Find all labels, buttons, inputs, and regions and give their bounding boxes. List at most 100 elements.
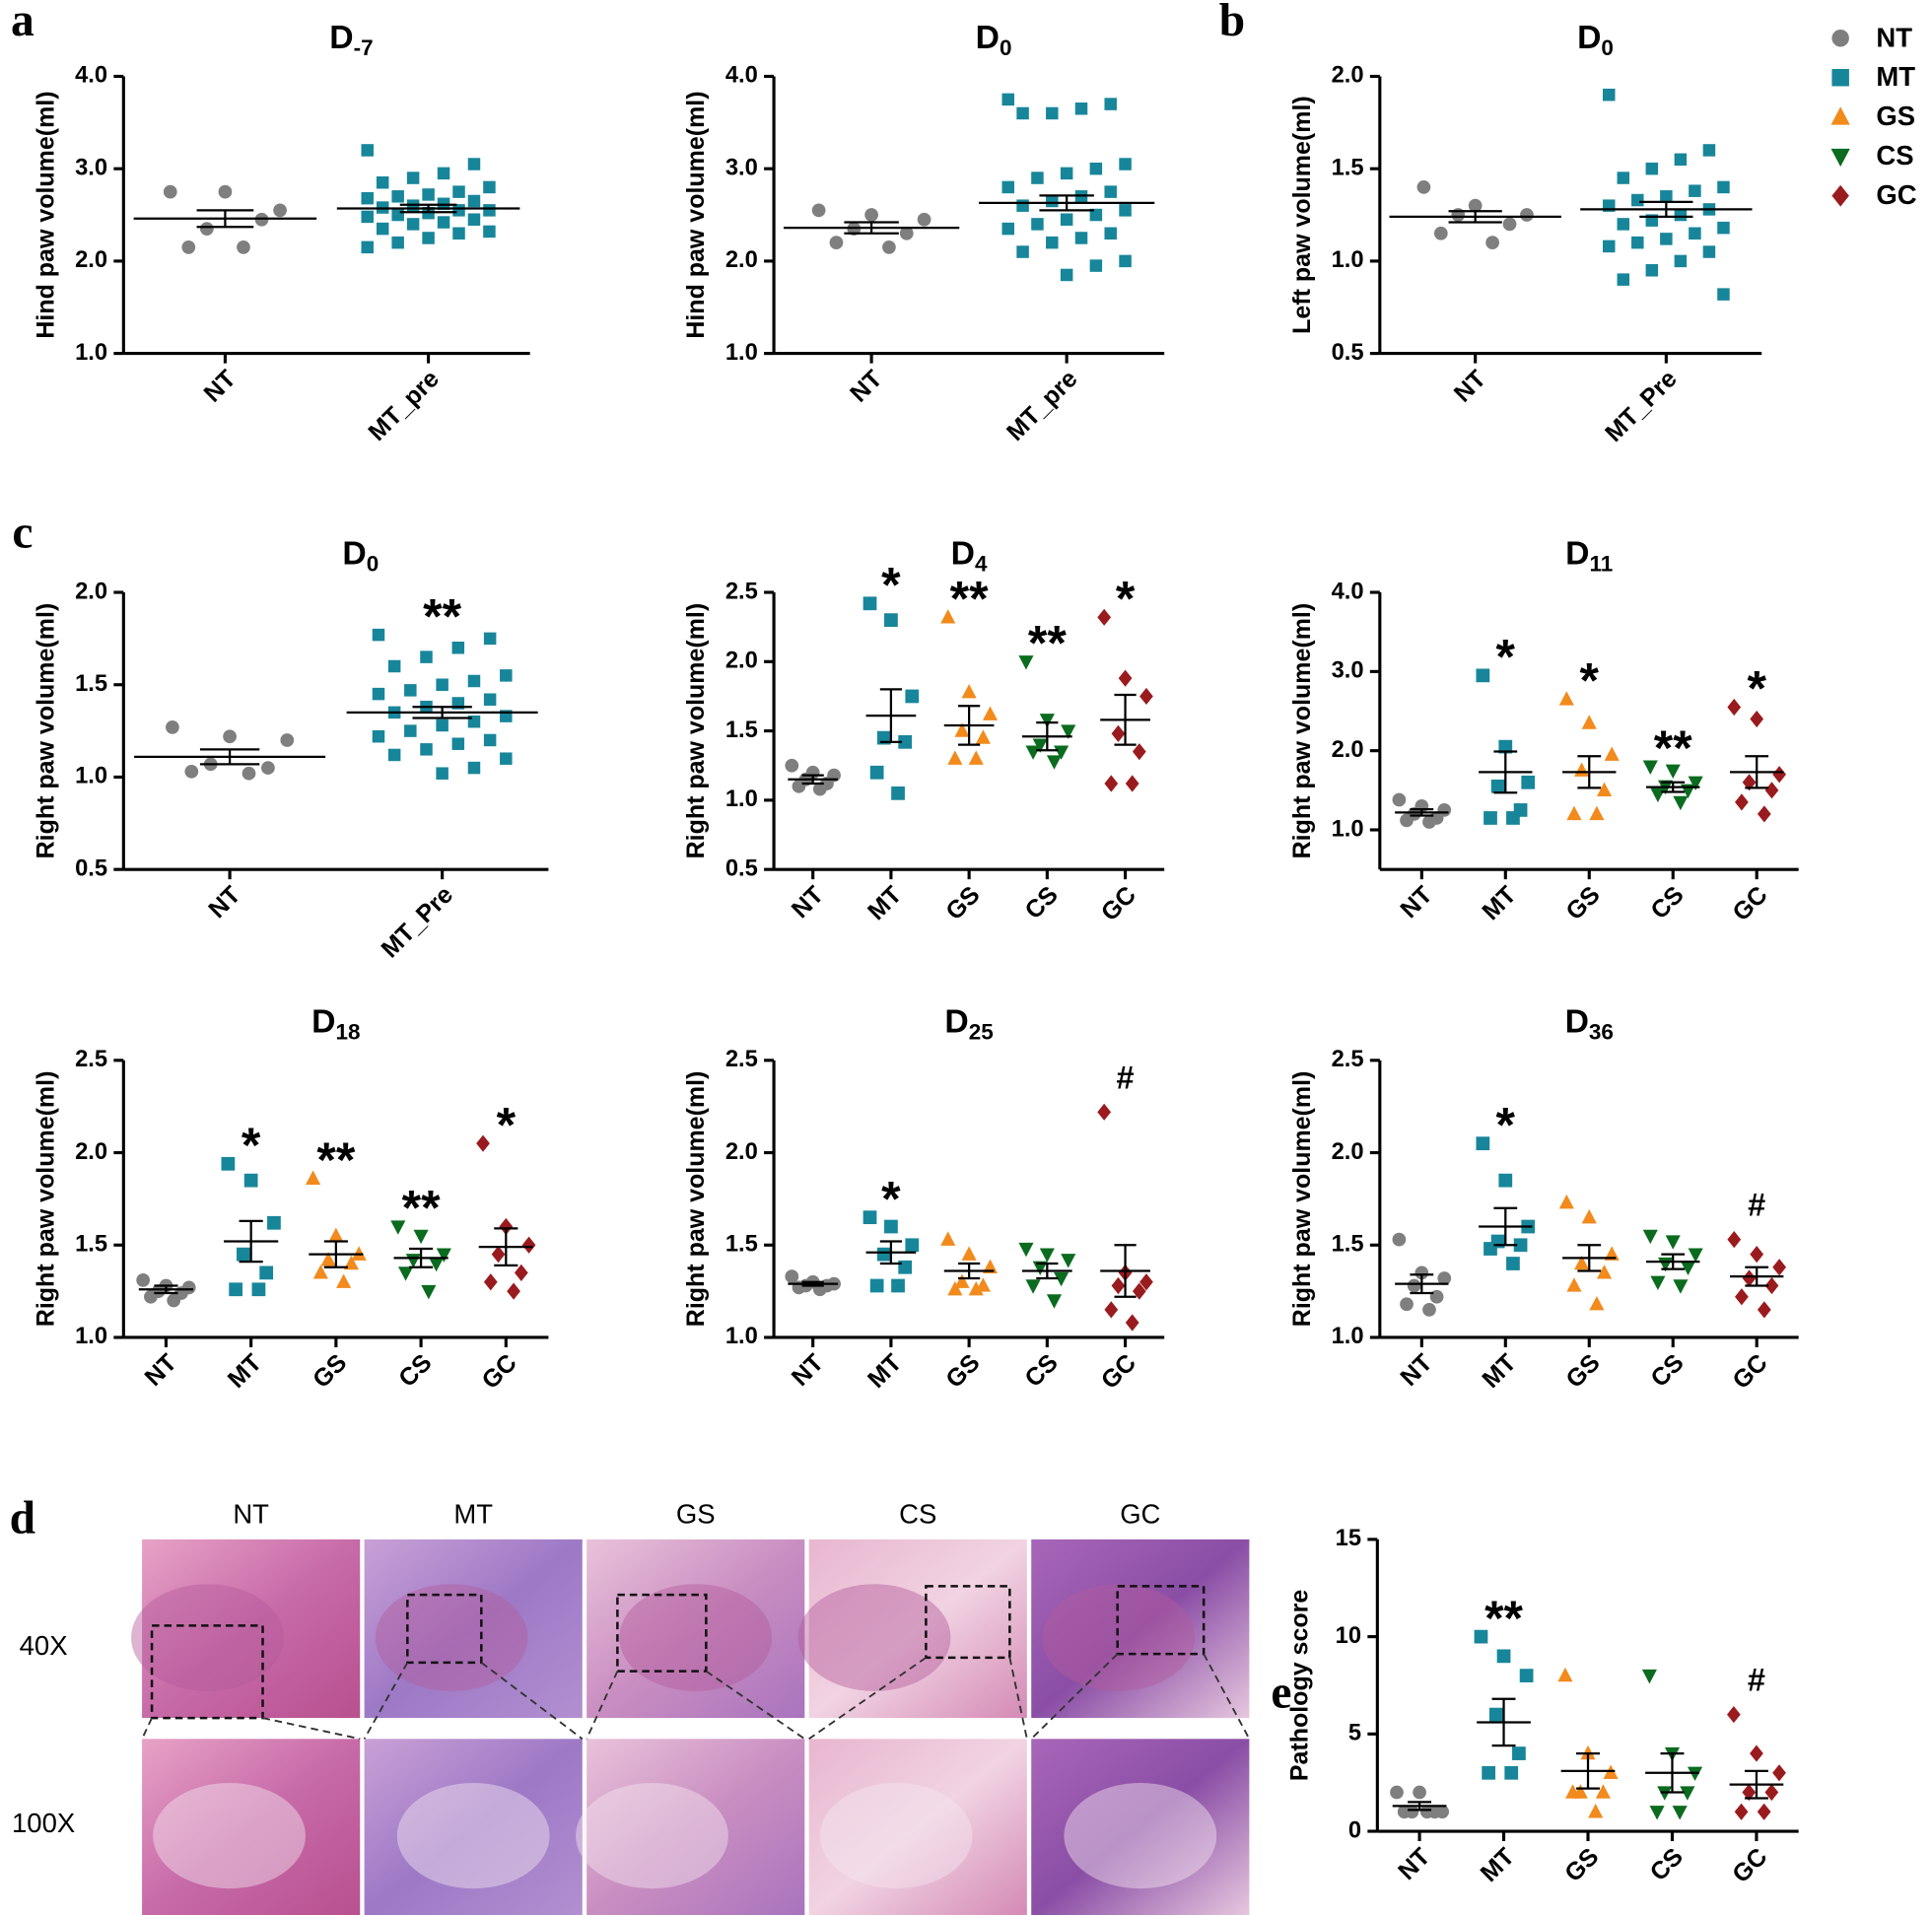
data-point xyxy=(1617,273,1630,286)
data-point xyxy=(1422,815,1436,829)
y-tick-label: 1.5 xyxy=(725,1232,758,1258)
panel-label: e xyxy=(1271,1668,1291,1719)
data-point xyxy=(1650,1275,1666,1290)
data-point xyxy=(1419,1805,1434,1819)
data-point xyxy=(1764,782,1779,799)
y-axis-label: Hind paw volume(ml) xyxy=(682,91,710,338)
data-point xyxy=(1617,171,1630,184)
significance-mark: ** xyxy=(423,588,461,644)
title-main: D xyxy=(1565,534,1589,572)
data-point xyxy=(1104,1301,1119,1319)
data-point xyxy=(218,184,233,199)
y-axis-label: Pathology score xyxy=(1285,1590,1313,1781)
data-point xyxy=(404,724,417,737)
data-point xyxy=(500,669,513,682)
data-point xyxy=(891,1278,905,1293)
data-point xyxy=(1565,1784,1581,1799)
data-point xyxy=(961,683,977,699)
chart-title: D0 xyxy=(976,19,1012,60)
x-tick-label: MT xyxy=(862,881,907,925)
data-point xyxy=(1734,1803,1749,1820)
data-point xyxy=(862,1210,877,1225)
data-point xyxy=(1061,1254,1076,1268)
data-point xyxy=(1631,193,1644,207)
data-point xyxy=(312,1265,328,1279)
tissue-region xyxy=(576,1782,728,1889)
data-point xyxy=(452,204,465,217)
significance-mark: # xyxy=(1748,1663,1765,1698)
data-point xyxy=(1031,218,1044,231)
data-point xyxy=(954,1273,970,1288)
histology-image xyxy=(142,1739,361,1915)
data-point xyxy=(1650,787,1666,803)
y-tick-label: 10 xyxy=(1336,1623,1361,1649)
data-point xyxy=(1642,760,1658,775)
data-point xyxy=(1104,775,1119,792)
tissue-region xyxy=(131,1584,284,1691)
data-point xyxy=(947,1280,963,1296)
panel-label: a xyxy=(11,0,34,46)
y-tick-label: 1.5 xyxy=(1332,1232,1364,1258)
x-tick-label: GS xyxy=(1559,1843,1604,1887)
data-point xyxy=(390,1220,406,1235)
data-point xyxy=(242,766,256,781)
data-point xyxy=(792,779,806,793)
significance-mark: ** xyxy=(1028,616,1067,671)
data-point xyxy=(1061,724,1076,739)
data-point xyxy=(328,1227,344,1243)
data-point xyxy=(1772,1764,1786,1782)
data-point xyxy=(1742,774,1757,791)
x-tick-label: MT xyxy=(862,1349,907,1394)
x-tick-label: CS xyxy=(1645,1843,1689,1886)
data-point xyxy=(1764,1276,1779,1295)
data-point xyxy=(1139,687,1153,706)
panel-label: b xyxy=(1219,0,1245,46)
x-tick-label: NT xyxy=(845,365,887,407)
x-tick-label: CS xyxy=(393,1349,437,1393)
data-point xyxy=(1046,755,1063,770)
data-point xyxy=(864,208,878,222)
title-sub: 11 xyxy=(1590,551,1614,576)
data-point xyxy=(1688,776,1703,791)
x-tick-label: CS xyxy=(1645,1349,1689,1393)
title-main: D xyxy=(976,19,1000,56)
data-point xyxy=(376,175,389,189)
data-point xyxy=(1506,811,1520,825)
data-point xyxy=(1111,724,1126,742)
y-tick-label: 0 xyxy=(1348,1817,1361,1843)
y-tick-label: 1.0 xyxy=(725,1324,758,1349)
data-point xyxy=(1520,208,1534,222)
data-point xyxy=(251,1282,266,1297)
data-point xyxy=(387,659,401,673)
title-main: D xyxy=(951,534,975,572)
data-point xyxy=(982,706,999,720)
zoom-box xyxy=(150,1624,264,1720)
data-point xyxy=(1496,1649,1511,1664)
data-point xyxy=(181,239,196,254)
title-main: D xyxy=(329,19,353,56)
data-point xyxy=(1025,1279,1041,1294)
legend-marker xyxy=(1830,148,1850,168)
data-point xyxy=(136,1273,151,1287)
data-point xyxy=(420,743,433,756)
data-point xyxy=(1660,233,1673,245)
data-point xyxy=(306,1170,321,1185)
data-point xyxy=(1757,1301,1771,1319)
data-point xyxy=(1727,1231,1742,1249)
data-point xyxy=(1566,1277,1582,1292)
histology-image xyxy=(586,1539,805,1719)
data-point xyxy=(372,687,385,701)
data-point xyxy=(1513,1238,1528,1253)
y-tick-label: 0.5 xyxy=(75,855,107,881)
data-point xyxy=(437,216,450,229)
data-point xyxy=(1484,811,1497,825)
data-point xyxy=(1001,180,1014,194)
data-point xyxy=(1665,764,1681,779)
tissue-region xyxy=(619,1584,773,1691)
data-point xyxy=(811,203,826,218)
y-tick-label: 2.5 xyxy=(75,1047,107,1072)
data-point xyxy=(1097,608,1112,626)
data-point xyxy=(1673,1279,1689,1294)
data-point xyxy=(1596,782,1613,797)
